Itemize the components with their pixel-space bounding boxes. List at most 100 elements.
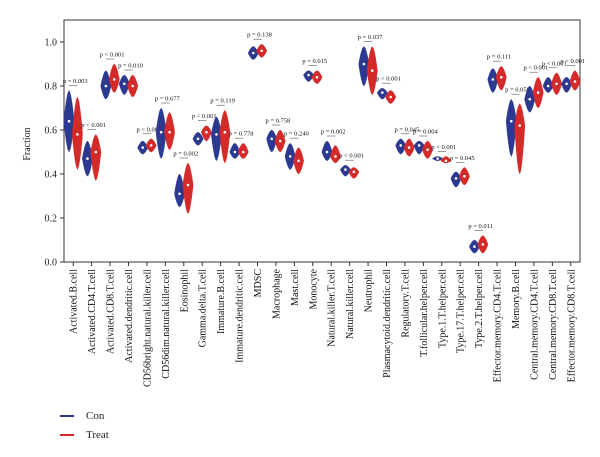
- category-label: Type.1.T.helper.cell: [437, 269, 448, 348]
- median-dot-con: [86, 157, 89, 160]
- p-value-label: p = 0.058: [505, 87, 530, 94]
- p-value-label: p < 0.001: [137, 126, 162, 133]
- category-label: CD56dim.natural.killer.cell: [161, 269, 172, 379]
- p-value-label: p = 0.138: [247, 32, 272, 39]
- median-dot-treat: [149, 144, 153, 147]
- y-tick-label: 0.6: [45, 126, 58, 137]
- p-value-label: p < 0.001: [81, 122, 106, 129]
- p-value-label: p < 0.001: [560, 58, 585, 65]
- p-value-label: p = 0.119: [210, 98, 235, 105]
- category-label: Immature.dendritic.cell: [235, 269, 246, 363]
- p-value-label: p = 0.004: [413, 129, 439, 136]
- category-label: Central.memory.CD4.T.cell: [529, 269, 540, 380]
- legend-swatch-con: [60, 414, 74, 417]
- median-dot-con: [344, 168, 347, 171]
- p-value-label: p < 0.001: [542, 60, 567, 67]
- legend-swatch-treat: [60, 433, 74, 436]
- median-dot-treat: [518, 124, 521, 127]
- median-dot-treat: [573, 80, 577, 83]
- category-label: Gamma.delta.T.cell: [198, 269, 209, 348]
- median-dot-treat: [444, 159, 448, 163]
- category-label: T.follicular.helper.cell: [419, 269, 430, 357]
- median-dot-treat: [131, 84, 134, 88]
- median-dot-con: [565, 82, 568, 86]
- median-dot-con: [215, 133, 218, 136]
- legend-item-treat: Treat: [60, 425, 109, 444]
- y-tick-label: 0.0: [45, 258, 58, 269]
- p-value-label: p = 0.045: [450, 155, 475, 162]
- median-dot-treat: [94, 150, 98, 154]
- category-label: Mast.cell: [290, 269, 301, 306]
- category-label: Type.2.T.helper.cell: [474, 269, 485, 348]
- median-dot-treat: [278, 139, 282, 143]
- median-dot-con: [436, 157, 439, 160]
- median-dot-con: [381, 91, 384, 94]
- category-label: Eosinophil: [179, 269, 190, 313]
- y-tick-label: 1.0: [45, 38, 58, 49]
- median-dot-con: [270, 137, 274, 141]
- p-value-label: p = 0.010: [118, 63, 143, 70]
- median-dot-con: [528, 97, 532, 101]
- category-label: Type.17.T.helper.cell: [456, 269, 467, 353]
- violin-treat: [90, 134, 102, 182]
- median-dot-treat: [481, 243, 485, 246]
- median-dot-con: [362, 62, 366, 66]
- legend-label-con: Con: [86, 409, 105, 422]
- median-dot-treat: [463, 174, 466, 178]
- median-dot-treat: [352, 170, 356, 174]
- median-dot-con: [473, 245, 476, 248]
- p-value-label: p = 0.111: [487, 54, 511, 61]
- category-label: Activated.dendritic.cell: [124, 269, 135, 363]
- median-dot-treat: [260, 49, 264, 53]
- category-label: Central.memory.CD8.T.cell: [548, 269, 559, 380]
- median-dot-treat: [499, 75, 503, 79]
- median-dot-con: [417, 144, 421, 147]
- p-value-label: p < 0.001: [431, 144, 456, 151]
- median-dot-treat: [315, 75, 319, 79]
- y-axis-label: Fraction: [22, 127, 33, 160]
- p-value-label: p = 0.002: [173, 151, 198, 158]
- median-dot-treat: [205, 130, 208, 134]
- p-value-label: p = 0.240: [284, 131, 309, 138]
- category-label: Effector.memory.CD4.T.cell: [493, 269, 504, 383]
- median-dot-con: [196, 137, 200, 141]
- y-tick-label: 0.8: [45, 82, 58, 93]
- median-dot-con: [307, 73, 310, 77]
- p-value-label: p = 0.003: [63, 78, 88, 85]
- p-value-label: p < 0.001: [192, 113, 217, 120]
- category-label: Regulatory.T.cell: [400, 269, 411, 338]
- median-dot-con: [288, 155, 292, 158]
- legend-item-con: Con: [60, 406, 109, 425]
- median-dot-treat: [297, 159, 300, 163]
- p-value-label: p = 0.002: [321, 129, 346, 136]
- median-dot-treat: [223, 130, 227, 134]
- violin-treat: [182, 162, 194, 215]
- median-dot-treat: [334, 155, 337, 158]
- p-value-label: p < 0.001: [339, 153, 364, 160]
- p-value-label: p = 0.015: [302, 58, 327, 65]
- category-label: Macrophage: [271, 268, 282, 319]
- violin-con: [358, 46, 370, 87]
- violin-treat: [514, 103, 526, 175]
- category-label: Memory.B.cell: [511, 269, 522, 329]
- median-dot-treat: [426, 148, 429, 152]
- median-dot-con: [178, 192, 181, 196]
- p-value-label: p = 0.758: [266, 118, 291, 125]
- category-label: CD56bright.natural.killer.cell: [142, 269, 153, 387]
- median-dot-con: [510, 119, 513, 123]
- category-label: Immature.B.cell: [216, 269, 227, 334]
- category-label: MDSC: [253, 269, 264, 298]
- median-dot-con: [141, 146, 145, 149]
- violin-con: [413, 140, 425, 155]
- median-dot-treat: [76, 133, 79, 136]
- median-dot-con: [399, 144, 403, 147]
- median-dot-treat: [168, 130, 171, 134]
- median-dot-treat: [407, 146, 411, 149]
- p-value-label: p = 0.045: [395, 126, 420, 133]
- p-value-label: p < 0.001: [524, 65, 549, 72]
- violin-con: [174, 173, 185, 208]
- median-dot-con: [233, 150, 237, 154]
- median-dot-con: [546, 84, 550, 88]
- violin-treat: [329, 145, 341, 164]
